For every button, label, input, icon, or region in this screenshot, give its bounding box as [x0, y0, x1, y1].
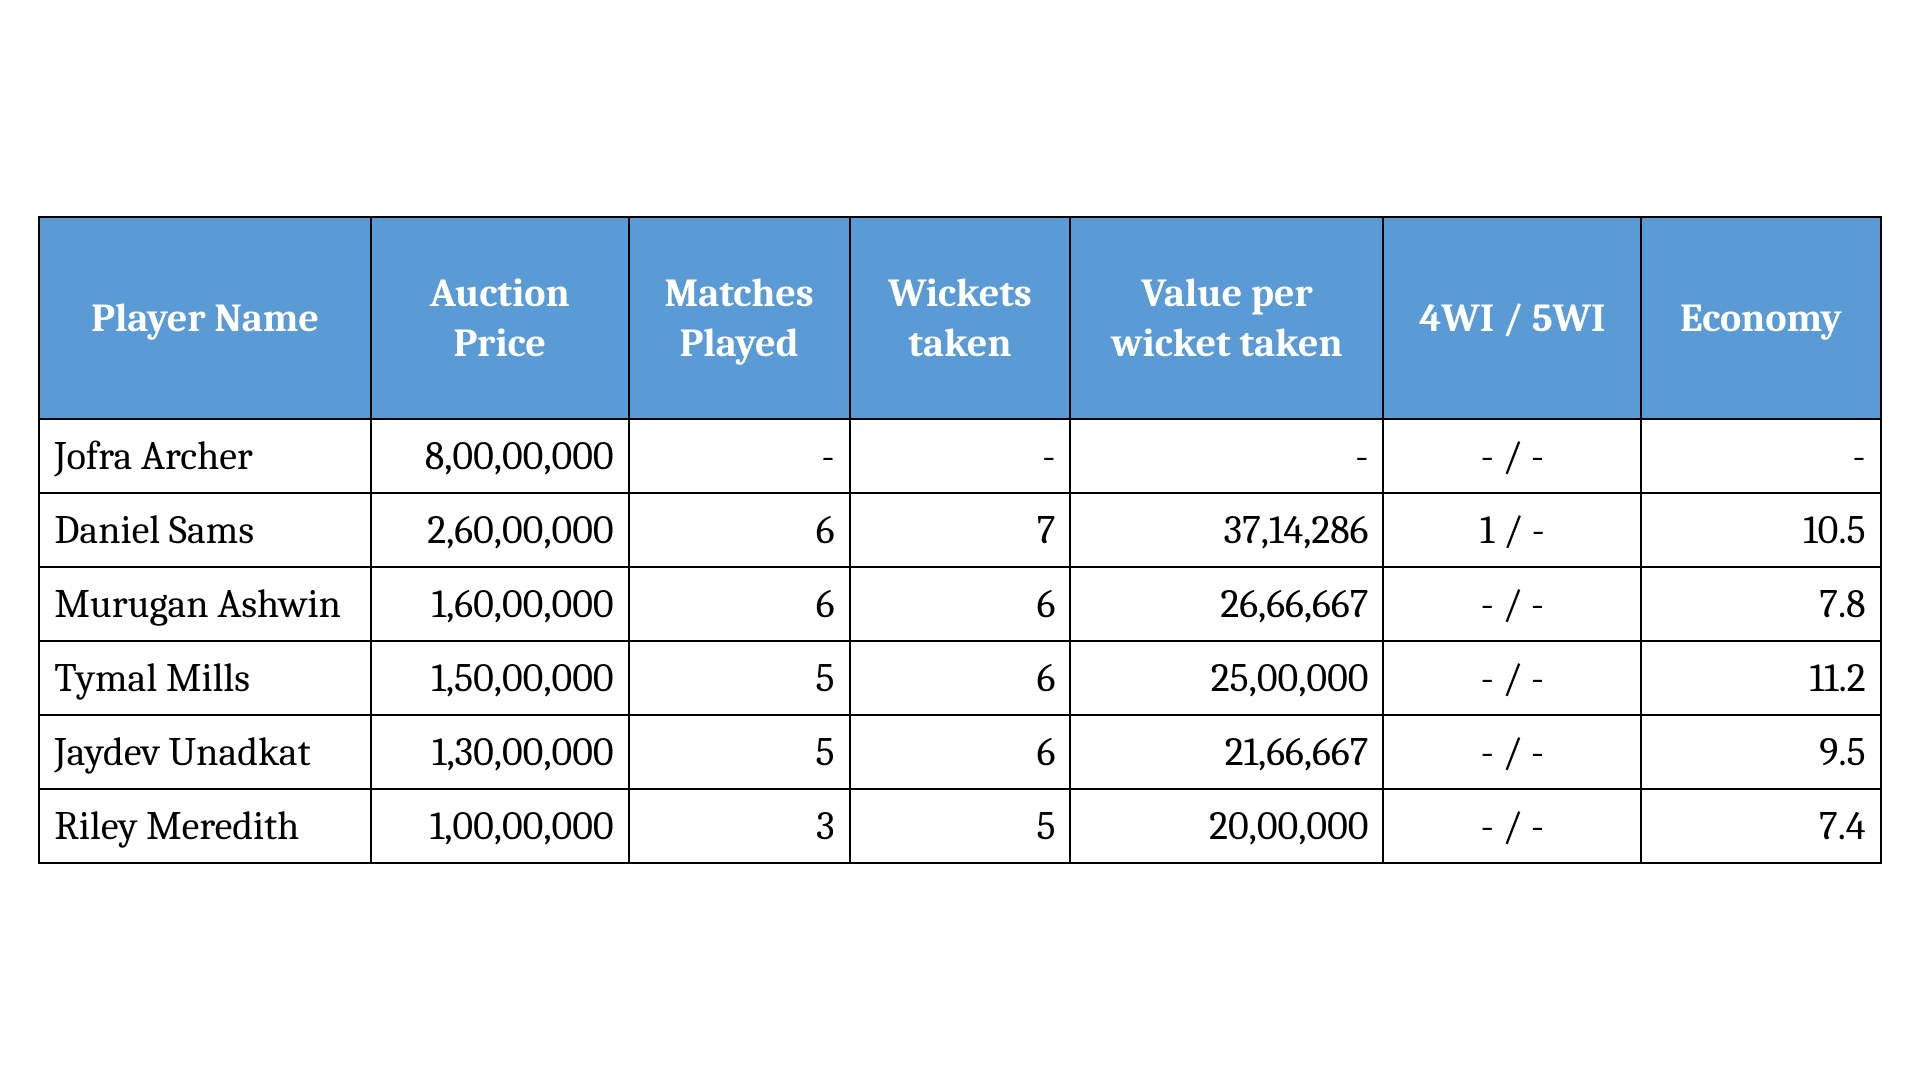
table-header: Player Name Auction Price Matches Played… [39, 217, 1880, 419]
cell-price: 1,60,00,000 [371, 567, 629, 641]
table-row: Daniel Sams 2,60,00,000 6 7 37,14,286 1 … [39, 493, 1880, 567]
cell-price: 1,00,00,000 [371, 789, 629, 863]
cell-player: Daniel Sams [39, 493, 370, 567]
cell-wickets: 5 [850, 789, 1071, 863]
cell-economy: 10.5 [1641, 493, 1880, 567]
cell-economy: 7.8 [1641, 567, 1880, 641]
cell-wickets: 6 [850, 715, 1071, 789]
cell-matches: - [629, 419, 850, 493]
table-body: Jofra Archer 8,00,00,000 - - - - / - - D… [39, 419, 1880, 863]
cell-matches: 6 [629, 567, 850, 641]
col-economy: Economy [1641, 217, 1880, 419]
cell-wi: - / - [1383, 789, 1641, 863]
cell-player: Jofra Archer [39, 419, 370, 493]
cell-price: 1,50,00,000 [371, 641, 629, 715]
cell-wi: - / - [1383, 567, 1641, 641]
cell-matches: 5 [629, 715, 850, 789]
cell-price: 1,30,00,000 [371, 715, 629, 789]
table-row: Murugan Ashwin 1,60,00,000 6 6 26,66,667… [39, 567, 1880, 641]
cell-value: 20,00,000 [1070, 789, 1383, 863]
cell-wi: 1 / - [1383, 493, 1641, 567]
cell-value: 37,14,286 [1070, 493, 1383, 567]
table-row: Riley Meredith 1,00,00,000 3 5 20,00,000… [39, 789, 1880, 863]
cell-price: 8,00,00,000 [371, 419, 629, 493]
cell-wi: - / - [1383, 419, 1641, 493]
header-row: Player Name Auction Price Matches Played… [39, 217, 1880, 419]
col-auction-price: Auction Price [371, 217, 629, 419]
cell-economy: 11.2 [1641, 641, 1880, 715]
cell-player: Jaydev Unadkat [39, 715, 370, 789]
cell-player: Murugan Ashwin [39, 567, 370, 641]
cell-wickets: - [850, 419, 1071, 493]
col-player-name: Player Name [39, 217, 370, 419]
cell-value: 25,00,000 [1070, 641, 1383, 715]
cell-wickets: 7 [850, 493, 1071, 567]
cell-wi: - / - [1383, 715, 1641, 789]
col-4wi-5wi: 4WI / 5WI [1383, 217, 1641, 419]
cell-value: 21,66,667 [1070, 715, 1383, 789]
cell-value: 26,66,667 [1070, 567, 1383, 641]
cell-wickets: 6 [850, 641, 1071, 715]
player-stats-table: Player Name Auction Price Matches Played… [38, 216, 1881, 864]
cell-economy: - [1641, 419, 1880, 493]
cell-price: 2,60,00,000 [371, 493, 629, 567]
col-value-per-wicket: Value per wicket taken [1070, 217, 1383, 419]
cell-wi: - / - [1383, 641, 1641, 715]
cell-matches: 3 [629, 789, 850, 863]
player-stats-table-container: Player Name Auction Price Matches Played… [38, 216, 1881, 864]
table-row: Jaydev Unadkat 1,30,00,000 5 6 21,66,667… [39, 715, 1880, 789]
col-matches-played: Matches Played [629, 217, 850, 419]
cell-economy: 9.5 [1641, 715, 1880, 789]
cell-player: Riley Meredith [39, 789, 370, 863]
cell-economy: 7.4 [1641, 789, 1880, 863]
cell-player: Tymal Mills [39, 641, 370, 715]
table-row: Jofra Archer 8,00,00,000 - - - - / - - [39, 419, 1880, 493]
cell-matches: 6 [629, 493, 850, 567]
table-row: Tymal Mills 1,50,00,000 5 6 25,00,000 - … [39, 641, 1880, 715]
cell-value: - [1070, 419, 1383, 493]
cell-wickets: 6 [850, 567, 1071, 641]
cell-matches: 5 [629, 641, 850, 715]
col-wickets-taken: Wickets taken [850, 217, 1071, 419]
